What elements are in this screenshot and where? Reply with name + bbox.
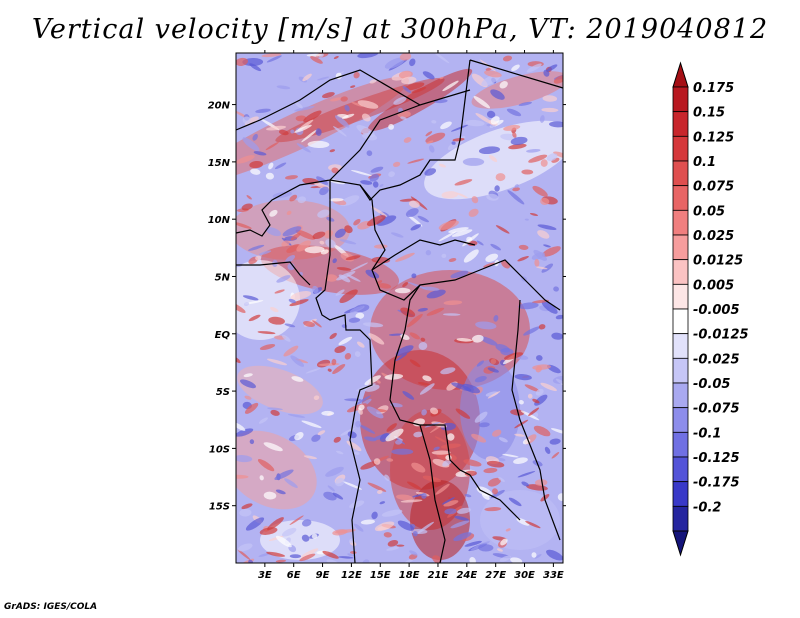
- x-tick-label: 12E: [341, 570, 362, 581]
- colorbar-label: -0.125: [693, 451, 740, 466]
- colorbar-swatch: [672, 111, 689, 137]
- x-tick-label: 24E: [456, 570, 477, 581]
- x-tick-label: 21E: [428, 570, 449, 581]
- y-tick-label: 15N: [208, 158, 231, 169]
- x-tick-label: 6E: [287, 570, 301, 581]
- colorbar-label: 0.175: [693, 81, 734, 96]
- colorbar-label: 0.0125: [693, 254, 743, 269]
- colorbar-swatch: [672, 456, 689, 483]
- colorbar-swatch: [672, 86, 689, 113]
- map-axes: 3E 6E 9E 12E 15E 18E 21E 24E 27E 30E 33E 20N 15N 10N 5…: [208, 50, 566, 581]
- y-tick-label: 5S: [216, 387, 230, 398]
- colorbar-swatch: [672, 505, 689, 532]
- x-tick-label: 33E: [543, 570, 564, 581]
- colorbar-swatch: [672, 160, 689, 187]
- x-tick-label: 15E: [370, 570, 391, 581]
- colorbar-label: 0.005: [693, 278, 734, 293]
- colorbar-label: -0.1: [693, 426, 721, 441]
- y-tick-label: 20N: [208, 101, 231, 112]
- colorbar-max-arrow: [672, 61, 689, 88]
- y-tick-label: 10N: [208, 215, 231, 226]
- colorbar-swatch: [672, 209, 689, 236]
- colorbar-swatch: [672, 407, 689, 433]
- map-area: [236, 53, 563, 563]
- x-tick-label: 30E: [514, 570, 535, 581]
- colorbar-swatch: [672, 135, 689, 162]
- colorbar-label: -0.05: [693, 377, 730, 392]
- colorbar-swatch: [672, 185, 689, 211]
- map-frame: [235, 52, 564, 564]
- colorbar: 0.175 0.15 0.125 0.1 0.075 0.05 0.025 0.0125 0.0…: [672, 61, 749, 557]
- colorbar-label: 0.075: [693, 180, 734, 195]
- colorbar-label: -0.005: [693, 303, 740, 318]
- colorbar-swatch: [672, 283, 689, 310]
- y-tick-label: 10S: [209, 444, 230, 455]
- y-tick-label: 15S: [209, 502, 230, 513]
- x-tick-label: 27E: [485, 570, 506, 581]
- x-tick-label: 9E: [316, 570, 330, 581]
- chart-title: Vertical velocity [m/s] at 300hPa, VT: 2…: [31, 14, 769, 45]
- colorbar-label: -0.0125: [693, 328, 749, 343]
- grads-credit: GrADS: IGES/COLA: [4, 602, 98, 612]
- colorbar-label: 0.05: [693, 204, 725, 219]
- colorbar-swatch: [672, 333, 689, 359]
- colorbar-label: 0.025: [693, 229, 734, 244]
- y-tick-label: EQ: [215, 330, 231, 341]
- colorbar-label: 0.1: [693, 155, 716, 170]
- country-borders: [235, 59, 564, 564]
- colorbar-swatch: [672, 234, 689, 261]
- colorbar-label: -0.175: [693, 476, 740, 491]
- colorbar-swatch: [672, 259, 689, 285]
- colorbar-label: 0.15: [693, 106, 725, 121]
- y-tick-label: 5N: [215, 272, 231, 283]
- colorbar-label: -0.2: [693, 500, 721, 515]
- colorbar-label: -0.025: [693, 352, 740, 367]
- colorbar-swatch: [672, 481, 689, 507]
- colorbar-label: 0.125: [693, 130, 734, 145]
- x-tick-label: 18E: [399, 570, 420, 581]
- colorbar-swatch: [672, 382, 689, 409]
- x-tick-label: 3E: [258, 570, 272, 581]
- colorbar-label: -0.075: [693, 402, 740, 417]
- colorbar-min-arrow: [672, 530, 689, 557]
- colorbar-swatch: [672, 357, 689, 384]
- colorbar-swatch: [672, 308, 689, 335]
- colorbar-swatch: [672, 431, 689, 458]
